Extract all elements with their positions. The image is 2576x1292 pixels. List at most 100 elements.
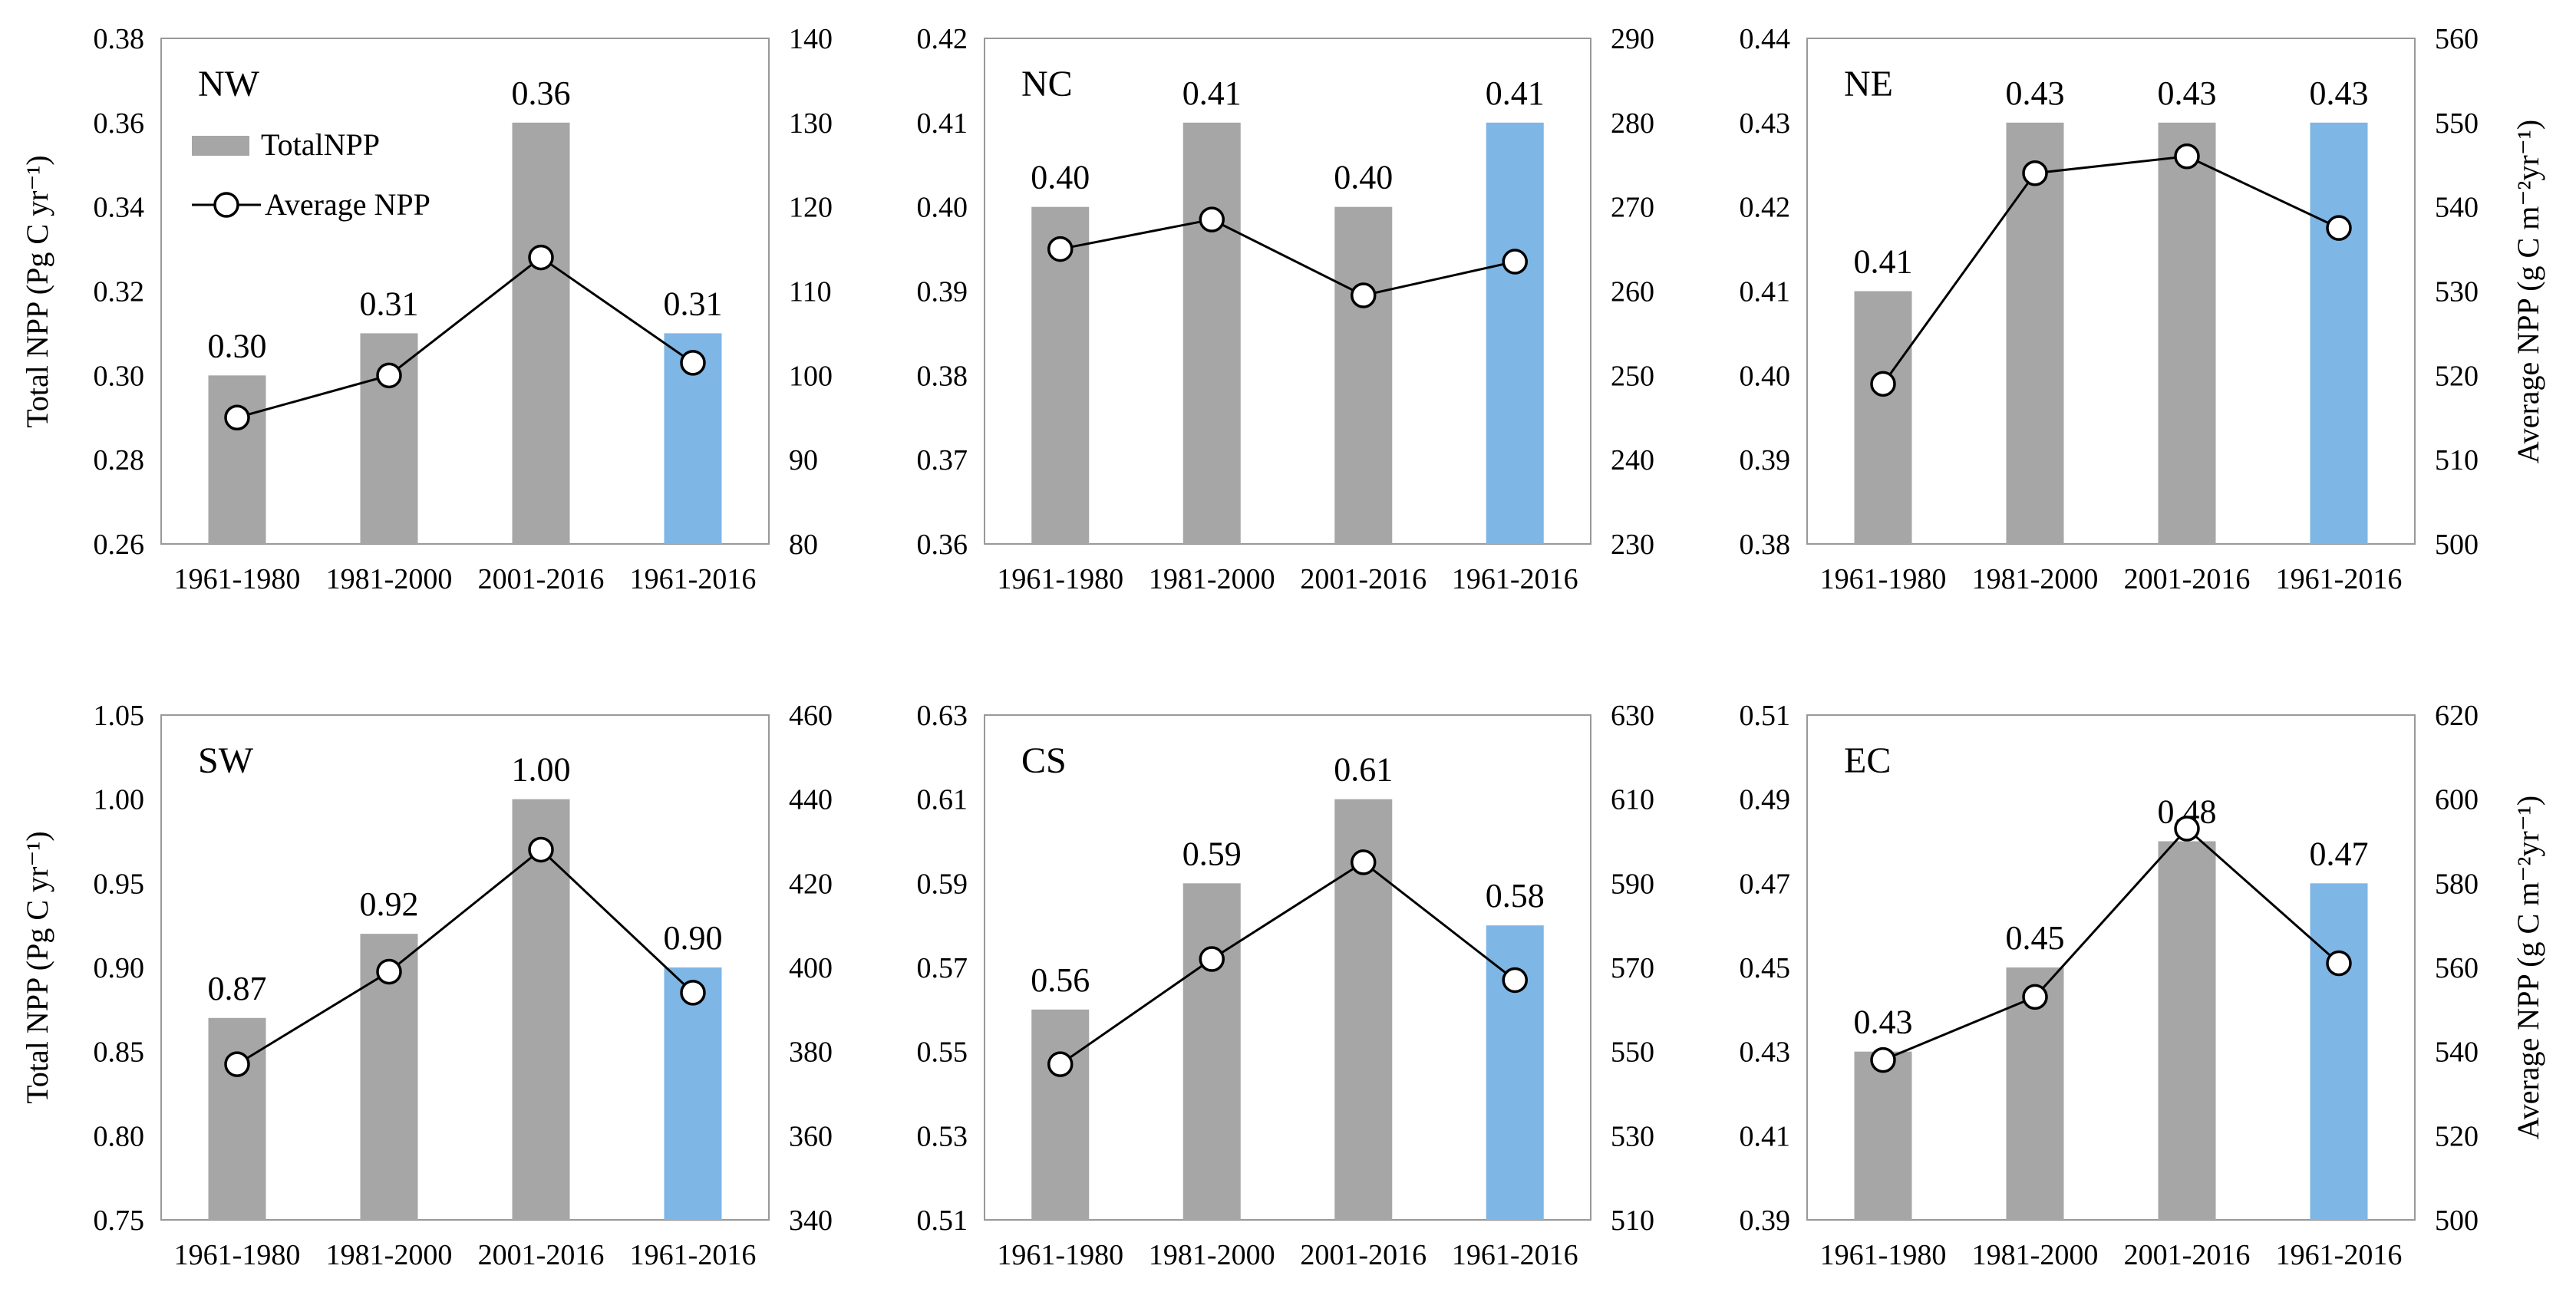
x-axis-tick: 1961-2016 <box>2276 1239 2403 1271</box>
bar-data-label: 0.40 <box>1334 159 1393 196</box>
right-axis-tick: 510 <box>1611 1205 1654 1237</box>
right-axis-tick: 560 <box>2435 23 2479 55</box>
left-axis-tick: 0.45 <box>1740 952 1791 984</box>
x-axis-tick: 1961-2016 <box>1452 1239 1578 1271</box>
x-axis-tick: 1981-2000 <box>1149 1239 1275 1271</box>
left-axis-tick: 0.61 <box>917 784 968 816</box>
left-axis-tick: 0.41 <box>917 107 968 140</box>
left-axis-tick: 0.43 <box>1740 107 1791 140</box>
x-axis-tick: 1961-1980 <box>997 1239 1123 1271</box>
x-axis-tick: 2001-2016 <box>478 1239 605 1271</box>
right-axis-tick: 280 <box>1611 107 1654 140</box>
left-axis-tick: 0.28 <box>94 444 145 476</box>
right-axis-tick: 600 <box>2435 784 2479 816</box>
left-axis-tick: 0.57 <box>917 952 968 984</box>
average-npp-line <box>1060 218 1516 297</box>
left-axis-tick: 0.38 <box>1740 529 1791 561</box>
left-axis-tick: 0.42 <box>917 23 968 55</box>
right-axis-tick: 510 <box>2435 444 2479 476</box>
average-npp-point <box>2326 950 2352 977</box>
right-axis-tick: 120 <box>789 192 833 224</box>
left-axis-tick: 0.51 <box>917 1205 968 1237</box>
right-axis-tick: 250 <box>1611 360 1654 392</box>
left-axis-tick: 0.75 <box>94 1205 145 1237</box>
left-axis-tick: 0.51 <box>1740 700 1791 732</box>
bar-data-label: 0.61 <box>1334 751 1393 789</box>
average-npp-point <box>1502 967 1528 994</box>
average-npp-line <box>236 848 694 1066</box>
right-axis-tick: 380 <box>789 1037 833 1069</box>
bar-data-label: 0.87 <box>208 970 267 1007</box>
bar-data-label: 0.58 <box>1486 877 1545 915</box>
left-axis-tick: 0.26 <box>94 529 145 561</box>
x-axis-tick: 2001-2016 <box>2124 563 2251 595</box>
left-axis-tick: 0.39 <box>917 276 968 308</box>
plot-frame <box>160 714 770 1221</box>
bar <box>2158 122 2216 545</box>
legend-bar-label: TotalNPP <box>261 127 380 162</box>
panel-cs: 0.51 0.53 0.55 0.57 0.59 0.61 0.63 510 530 550 570… <box>917 700 1655 1271</box>
plot-frame <box>984 38 1591 545</box>
right-axis-tick: 340 <box>789 1205 833 1237</box>
left-axis-title-top: Total NPP (Pg C yr⁻¹) <box>20 155 54 428</box>
panel-sw: 0.75 0.80 0.85 0.90 0.95 1.00 1.05 340 360 380 400… <box>94 700 833 1271</box>
right-axis-tick: 140 <box>789 23 833 55</box>
average-npp-point <box>1199 206 1225 232</box>
bar <box>208 1017 266 1220</box>
right-axis-tick: 540 <box>2435 192 2479 224</box>
right-axis-title-bottom: Average NPP (g C m⁻²yr⁻¹) <box>2511 796 2545 1139</box>
left-axis-tick: 0.90 <box>94 952 145 984</box>
bar-data-label: 0.45 <box>2006 919 2065 957</box>
bar <box>2006 122 2064 545</box>
left-axis-tick: 0.36 <box>94 107 145 140</box>
legend: TotalNPP Average NPP <box>192 127 430 222</box>
bar-data-label: 0.36 <box>512 74 571 112</box>
right-axis-tick: 580 <box>2435 868 2479 900</box>
x-axis-tick: 2001-2016 <box>2124 1239 2251 1271</box>
left-axis-tick: 1.05 <box>94 700 145 732</box>
average-npp-point <box>1199 946 1225 972</box>
left-axis-tick: 0.42 <box>1740 192 1791 224</box>
bar-data-label: 0.43 <box>2158 74 2217 112</box>
x-axis-tick: 2001-2016 <box>1300 1239 1427 1271</box>
left-axis-tick: 0.38 <box>917 360 968 392</box>
right-axis-tick: 290 <box>1611 23 1654 55</box>
average-npp-point <box>1351 282 1377 308</box>
average-npp-line <box>236 255 694 419</box>
plot-frame <box>984 714 1591 1221</box>
x-axis-tick: 1961-2016 <box>630 563 757 595</box>
left-axis-tick: 0.38 <box>94 23 145 55</box>
x-axis-tick: 2001-2016 <box>1300 563 1427 595</box>
x-axis-tick: 1981-2000 <box>1972 1239 2099 1271</box>
left-axis-tick: 0.40 <box>917 192 968 224</box>
bar <box>1854 291 1912 544</box>
left-axis-tick: 0.55 <box>917 1037 968 1069</box>
right-axis-tick: 630 <box>1611 700 1654 732</box>
x-axis-tick: 1981-2000 <box>326 1239 453 1271</box>
right-axis-tick: 100 <box>789 360 833 392</box>
right-axis-tick: 130 <box>789 107 833 140</box>
right-axis-tick: 80 <box>789 529 818 561</box>
left-axis-tick: 0.43 <box>1740 1037 1791 1069</box>
left-axis-tick: 0.36 <box>917 529 968 561</box>
right-axis-tick: 620 <box>2435 700 2479 732</box>
right-axis-tick: 110 <box>789 276 832 308</box>
panel-ec: 0.39 0.41 0.43 0.45 0.47 0.49 0.51 500 520 540 560… <box>1740 700 2479 1271</box>
x-axis-tick: 1961-1980 <box>1820 1239 1947 1271</box>
panel-region-label: EC <box>1844 740 1891 781</box>
bar <box>2158 841 2216 1220</box>
bar-data-label: 0.90 <box>664 919 723 957</box>
x-axis-tick: 1961-2016 <box>1452 563 1578 595</box>
right-axis-tick: 550 <box>2435 107 2479 140</box>
average-npp-point <box>528 244 554 271</box>
left-axis-tick: 0.59 <box>917 868 968 900</box>
plot-frame <box>1806 38 2416 545</box>
average-npp-point <box>2174 816 2200 842</box>
bar-data-label: 0.30 <box>208 327 267 364</box>
right-axis-tick: 520 <box>2435 360 2479 392</box>
bar <box>1486 122 1544 545</box>
average-npp-point <box>1870 371 1896 397</box>
right-axis-tick: 400 <box>789 952 833 984</box>
average-npp-point <box>2022 984 2048 1010</box>
average-npp-point <box>376 958 402 985</box>
